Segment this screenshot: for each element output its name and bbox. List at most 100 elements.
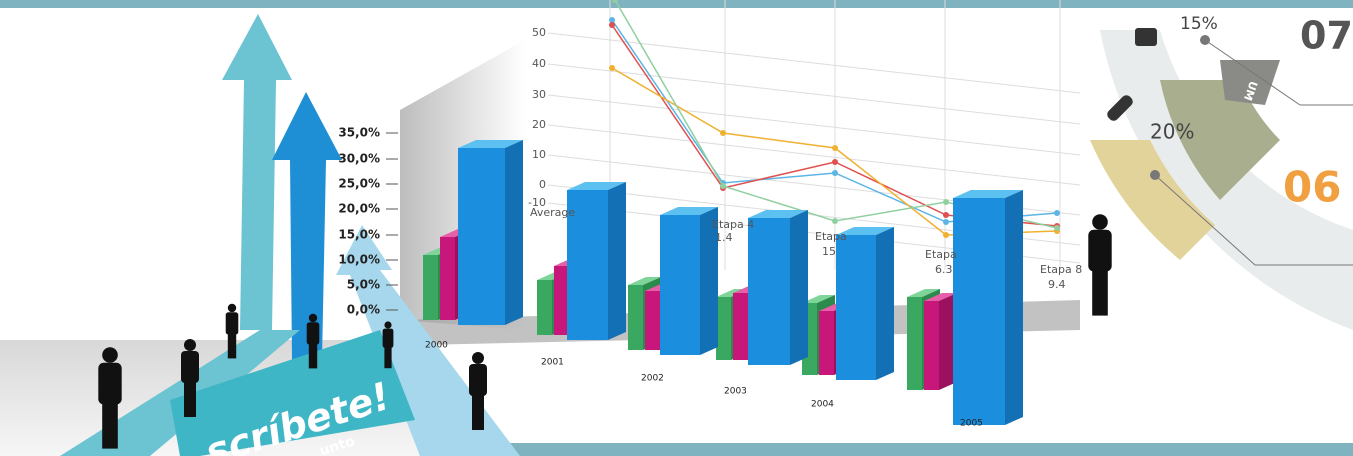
bar-top [458, 140, 523, 148]
person-body [306, 322, 320, 345]
y-tick-label: 5,0% [347, 278, 380, 292]
y-tick-label: 30 [532, 88, 546, 101]
person-body [469, 364, 487, 396]
person-legs [227, 333, 237, 359]
category-label: Etapa [925, 248, 957, 261]
pointer-dot [1200, 35, 1210, 45]
person-legs [308, 343, 318, 369]
year-label: 2002 [641, 374, 664, 384]
bar-front [537, 280, 552, 335]
bar-side [608, 182, 626, 340]
series-dot [609, 65, 615, 71]
year-label: 2000 [425, 341, 448, 351]
category-label: 9.4 [1048, 278, 1066, 291]
bar-front [660, 215, 700, 355]
y-tick-label: 0,0% [347, 303, 380, 317]
y-tick-label: 25,0% [338, 177, 380, 191]
bar-front [554, 266, 569, 335]
pointer [1154, 174, 1256, 266]
person-body [1088, 229, 1112, 272]
person-legs [184, 381, 196, 417]
bar-side [876, 227, 894, 380]
category-label: 1.4 [715, 231, 733, 244]
bar-front [924, 301, 939, 390]
bar-front [716, 297, 731, 360]
series-dot [609, 22, 615, 28]
wheel-tag [1220, 60, 1280, 105]
bar-top [924, 293, 957, 301]
num-mid: 06 [1283, 163, 1341, 212]
person-head [384, 321, 392, 329]
grid-line [547, 63, 1081, 125]
series-dot [609, 17, 615, 23]
y-tick-label: 35,0% [338, 126, 380, 140]
pointer [1204, 39, 1301, 106]
bars [423, 140, 1023, 425]
binocular-icon [1135, 28, 1157, 46]
bar-front [733, 293, 748, 360]
person-legs [472, 394, 484, 430]
series-dot [1054, 225, 1060, 231]
bar-side [790, 210, 808, 365]
person-head [308, 313, 318, 323]
series-dot [943, 232, 949, 238]
year-label: 2005 [960, 419, 983, 429]
person-head [472, 352, 484, 364]
bar-side [939, 293, 957, 390]
bar-front [645, 291, 660, 350]
bar-side [700, 207, 718, 355]
bar-top [953, 190, 1023, 198]
person-legs [384, 346, 392, 369]
grid-line [547, 94, 1081, 156]
top-stripe [0, 0, 1353, 8]
bar-top [802, 295, 835, 303]
y-tick-label: 10,0% [338, 253, 380, 267]
arrow-base [60, 330, 300, 456]
bar-top [567, 182, 626, 190]
series-dot [720, 130, 726, 136]
series-dot [832, 159, 838, 165]
series-dot [943, 199, 949, 205]
category-label: Average [530, 206, 575, 219]
y-tick-label: 15,0% [338, 228, 380, 242]
bar-front [953, 198, 1005, 425]
bar-front [748, 218, 790, 365]
bottom-stripe [442, 443, 1353, 456]
y-tick-label: 0 [539, 178, 546, 191]
series-dot [832, 218, 838, 224]
pct-top: 15% [1180, 14, 1218, 34]
category-label: Etapa [815, 230, 847, 243]
category-label: 6.3 [935, 263, 953, 276]
bar-front [567, 190, 608, 340]
person-body [225, 312, 239, 335]
person-body [98, 362, 122, 405]
bar-front [423, 255, 438, 320]
y-tick-label: 30,0% [338, 152, 380, 166]
bar-front [458, 148, 505, 325]
series-dot [720, 183, 726, 189]
y-tick-label: 20 [532, 118, 546, 131]
category-label: Etapa 4 [712, 218, 754, 231]
pencil-icon [1107, 95, 1133, 121]
arrow [222, 14, 292, 330]
bar-front [819, 311, 834, 375]
bar-front [836, 235, 876, 380]
pct-mid: 20% [1150, 120, 1194, 144]
year-label: 2003 [724, 387, 747, 397]
y-tick-label: 20,0% [338, 202, 380, 216]
bar-top [628, 277, 661, 285]
person-legs [1092, 268, 1108, 316]
pointer-dot [1150, 170, 1160, 180]
bar-top [748, 210, 808, 218]
bar-front [907, 297, 922, 390]
ribbon [170, 330, 415, 456]
bar-top [907, 289, 940, 297]
person-head [102, 347, 118, 363]
bar-top [660, 207, 718, 215]
series-dot [832, 145, 838, 151]
bar-side [1005, 190, 1023, 425]
y-tick-label: 10 [532, 148, 546, 161]
y-tick-label: 40 [532, 57, 546, 70]
